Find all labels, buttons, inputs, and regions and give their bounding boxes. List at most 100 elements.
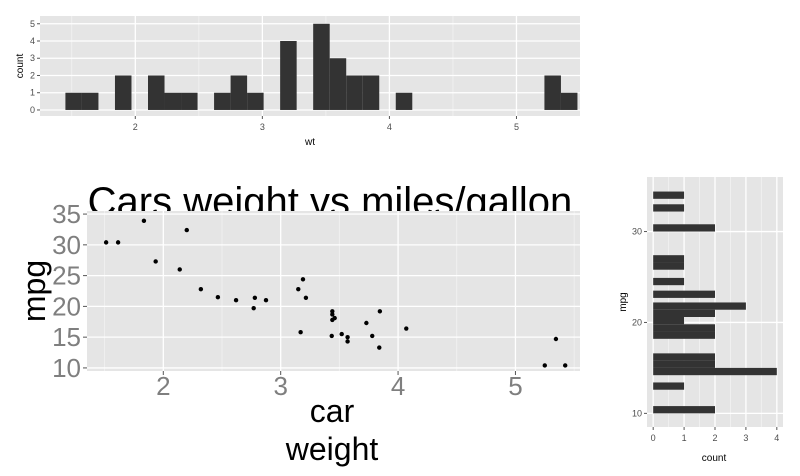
scatter-point (215, 294, 221, 300)
right-histogram-bar (653, 204, 685, 212)
top-x-tick-label: 2 (133, 122, 138, 132)
top-histogram-bar (114, 75, 132, 110)
top-histogram-bars (65, 23, 578, 110)
scatter-point (298, 330, 303, 335)
right-histogram-ticks: 0 1 2 3 4 10 20 30 (632, 227, 779, 443)
top-histogram-bar (329, 58, 347, 110)
scatter-point (404, 326, 409, 331)
scatter-point (153, 259, 158, 264)
right-histogram-bar (653, 302, 746, 310)
scatter-point (370, 333, 375, 339)
scatter-point (103, 240, 109, 245)
top-histogram-bar (214, 92, 231, 110)
scatter-y-tick-label: 10 (52, 353, 81, 383)
scatter-point (563, 363, 568, 368)
scatter-y-tick-label: 35 (52, 199, 81, 229)
top-histogram-bar (81, 92, 99, 110)
right-histogram-bars (653, 191, 777, 414)
right-histogram-y-title: mpg (618, 292, 629, 311)
right-histogram-bar (653, 367, 777, 376)
scatter-x-title-line1: car (310, 393, 355, 429)
scatter-y-tick-label: 25 (52, 261, 81, 291)
scatter-point (198, 286, 204, 292)
scatter-point (303, 295, 309, 300)
scatter-y-tick-label: 15 (52, 322, 81, 352)
top-histogram-bar (346, 75, 363, 110)
right-histogram-bar (653, 255, 685, 263)
right-y-tick-label: 30 (632, 227, 642, 237)
scatter-point (184, 227, 189, 233)
scatter-y-title: mpg (16, 260, 52, 322)
scatter-point (141, 218, 147, 224)
top-histogram-bar (313, 23, 330, 110)
right-histogram-bar (653, 353, 715, 361)
top-histogram-bar (560, 92, 578, 110)
scatter-point (252, 295, 258, 300)
scatter-x-tick-label: 3 (273, 371, 287, 401)
right-histogram-bar (653, 331, 715, 339)
top-histogram-bar (280, 41, 297, 110)
right-histogram-bar (653, 309, 715, 317)
scatter-point (330, 312, 335, 317)
scatter-plot: Cars weight vs miles/gallon 2 3 4 510152025… (16, 180, 580, 467)
scatter-point (233, 298, 239, 303)
top-histogram-y-title: count (15, 54, 26, 79)
scatter-point (177, 267, 182, 272)
right-histogram-bar (653, 406, 715, 414)
scatter-x-tick-label: 4 (391, 371, 405, 401)
right-histogram: 0 1 2 3 4 10 20 30 count mpg (618, 177, 783, 464)
scatter-point (329, 333, 334, 339)
scatter-point (263, 298, 269, 303)
scatter-y-tick-label: 20 (52, 291, 81, 321)
top-histogram-bar (395, 92, 413, 110)
top-y-tick-label: 2 (30, 70, 35, 80)
scatter-point (345, 334, 350, 340)
right-x-tick-label: 0 (651, 433, 656, 443)
top-histogram-bar (148, 75, 165, 110)
right-histogram-x-title: count (702, 453, 727, 464)
right-histogram-bar (653, 360, 715, 368)
scatter-panel (87, 211, 580, 371)
scatter-point (300, 277, 306, 282)
scatter-point (330, 309, 335, 314)
right-y-tick-label: 20 (632, 317, 642, 327)
top-histogram-bar (65, 92, 82, 110)
scatter-y-tick-label: 30 (52, 230, 81, 260)
scatter-points (103, 218, 568, 368)
right-y-tick-label: 10 (632, 408, 642, 418)
scatter-x-tick-label: 2 (156, 371, 170, 401)
right-histogram-bar (653, 224, 715, 232)
top-histogram-ticks: 2 3 4 5 0 1 2 3 4 5 (30, 19, 519, 132)
scatter-x-tick-label: 5 (508, 371, 522, 401)
scatter-point (553, 336, 559, 342)
right-histogram-bar (653, 277, 685, 286)
scatter-point (364, 320, 369, 326)
scatter-point (339, 331, 344, 337)
top-y-tick-label: 1 (30, 88, 35, 98)
top-y-tick-label: 5 (30, 19, 35, 29)
top-histogram-bar (164, 92, 182, 110)
scatter-point (330, 317, 335, 323)
scatter-point (345, 339, 350, 344)
top-x-tick-label: 4 (387, 122, 392, 132)
top-y-tick-label: 4 (30, 36, 35, 46)
right-histogram-bar (653, 317, 685, 325)
right-histogram-bar (653, 382, 685, 390)
scatter-point (296, 286, 301, 292)
top-histogram-bar (247, 92, 264, 110)
right-x-tick-label: 1 (682, 433, 687, 443)
right-histogram-bar (653, 191, 685, 199)
right-histogram-bar (653, 324, 715, 332)
scatter-point (115, 240, 121, 245)
scatter-point (377, 345, 382, 350)
top-histogram: 2 3 4 5 0 1 2 3 4 5 wt count (15, 16, 580, 148)
top-histogram-bar (362, 75, 380, 110)
top-histogram-x-title: wt (304, 137, 315, 148)
top-x-tick-label: 5 (514, 122, 519, 132)
scatter-point (251, 306, 256, 311)
scatter-point (377, 309, 383, 314)
scatter-point (542, 363, 547, 368)
top-histogram-bar (544, 75, 561, 110)
